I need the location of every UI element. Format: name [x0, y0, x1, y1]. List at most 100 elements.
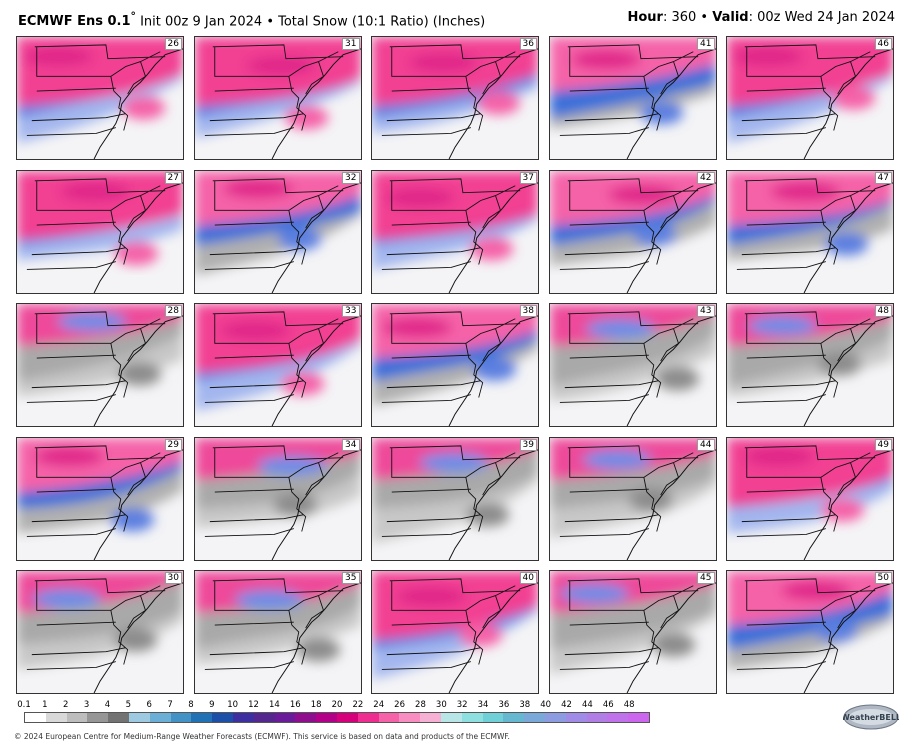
colorbar-swatch — [45, 713, 67, 722]
member-number-label: 48 — [874, 305, 892, 317]
member-number-label: 31 — [342, 38, 360, 50]
valid-info: Hour: 360 • Valid: 00z Wed 24 Jan 2024 — [627, 10, 895, 25]
ensemble-member-panel: 31 — [193, 36, 362, 160]
colorbar-tick-label: 30 — [435, 700, 447, 710]
member-number-label: 40 — [519, 572, 537, 584]
ensemble-member-panel: 27 — [16, 169, 184, 294]
colorbar-tick-label: 14 — [268, 700, 280, 710]
colorbar-swatch — [524, 713, 545, 722]
colorbar-tick-label: 34 — [477, 700, 489, 710]
colorbar-swatch — [274, 713, 296, 722]
colorbar-tick-label: 46 — [602, 700, 614, 710]
ensemble-member-panel: 38 — [371, 303, 539, 427]
colorbar-tick-label: 5 — [125, 700, 132, 710]
hour-label: Hour — [627, 10, 663, 25]
ensemble-member-panel: 34 — [193, 436, 362, 561]
colorbar-swatch — [399, 713, 421, 722]
snowfall-map — [372, 170, 538, 293]
model-name: ECMWF Ens 0.1 — [18, 14, 131, 30]
member-number-label: 32 — [342, 171, 360, 184]
colorbar-swatch — [191, 713, 213, 722]
member-number-label: 35 — [342, 572, 360, 584]
member-number-label: 47 — [874, 171, 892, 184]
colorbar-tick-label: 4 — [104, 700, 111, 710]
member-number-label: 38 — [519, 305, 537, 317]
member-number-label: 34 — [342, 438, 360, 451]
snowfall-map — [549, 304, 716, 426]
ensemble-member-panel: 40 — [371, 570, 539, 694]
ensemble-member-panel: 46 — [726, 36, 894, 160]
member-number-label: 36 — [519, 38, 537, 50]
ensemble-member-panel: 47 — [726, 169, 894, 294]
member-number-label: 27 — [164, 171, 182, 184]
snowfall-map — [17, 571, 183, 693]
ensemble-member-panel: 43 — [548, 303, 717, 427]
colorbar-swatch — [420, 713, 441, 722]
member-number-label: 29 — [164, 438, 182, 451]
colorbar-swatch — [316, 713, 337, 722]
ensemble-member-panel: 41 — [548, 36, 717, 160]
valid-separator: • — [700, 10, 709, 25]
ensemble-member-panel: 26 — [16, 36, 184, 160]
colorbar-swatch — [440, 713, 462, 722]
member-number-label: 50 — [874, 572, 892, 584]
snowfall-map — [17, 170, 183, 293]
ensemble-member-panel: 45 — [548, 570, 717, 694]
product-name: Total Snow (10:1 Ratio) (Inches) — [278, 14, 486, 30]
colorbar-tick-label: 26 — [394, 700, 406, 710]
colorbar-tick-label: 38 — [519, 700, 531, 710]
snow-colorbar — [24, 712, 650, 723]
snowfall-map — [17, 37, 183, 159]
colorbar-swatch — [149, 713, 171, 722]
ensemble-member-panel: 29 — [16, 436, 184, 561]
colorbar-tick-label: 3 — [83, 700, 90, 710]
snowfall-map — [17, 304, 183, 426]
member-number-label: 30 — [164, 572, 182, 584]
degree-symbol: ° — [130, 10, 136, 23]
valid-label: Valid — [712, 10, 749, 25]
colorbar-swatch — [128, 713, 150, 722]
ensemble-member-panel: 39 — [371, 436, 539, 561]
member-number-label: 44 — [697, 438, 715, 451]
colorbar-swatch — [295, 713, 317, 722]
colorbar-tick-label: 22 — [352, 700, 364, 710]
weatherbell-logo-icon: WeatherBELL — [843, 704, 899, 730]
snowfall-map — [372, 437, 538, 560]
colorbar-tick-label: 42 — [561, 700, 572, 710]
colorbar-swatch — [461, 713, 483, 722]
member-number-label: 33 — [342, 305, 360, 317]
ensemble-member-panel: 49 — [726, 436, 894, 561]
snowfall-map — [194, 170, 361, 293]
member-number-label: 43 — [697, 305, 715, 317]
colorbar-swatch — [586, 713, 608, 722]
colorbar-swatch — [357, 713, 379, 722]
snowfall-map — [194, 437, 361, 560]
colorbar-swatch — [253, 713, 275, 722]
ensemble-member-panel: 44 — [548, 436, 717, 561]
snowfall-map — [549, 170, 716, 293]
logo-text: WeatherBELL — [843, 713, 899, 722]
colorbar-tick-label: 40 — [540, 700, 552, 710]
ensemble-member-panel: 30 — [16, 570, 184, 694]
colorbar-swatch — [378, 713, 400, 722]
colorbar-swatch — [232, 713, 254, 722]
colorbar-tick-label: 12 — [248, 700, 259, 710]
colorbar-swatch — [87, 713, 109, 722]
colorbar-swatch — [628, 713, 649, 722]
colorbar-swatch — [482, 713, 504, 722]
snowfall-map — [194, 571, 361, 693]
colorbar-swatch — [108, 713, 129, 722]
member-number-label: 45 — [697, 572, 715, 584]
copyright-footer: © 2024 European Centre for Medium-Range … — [14, 732, 510, 741]
map-header: ECMWF Ens 0.1° Init 00z 9 Jan 2024 • Tot… — [0, 0, 913, 36]
snowfall-map — [549, 437, 716, 560]
colorbar-swatch — [607, 713, 629, 722]
hour-value: : 360 — [662, 10, 697, 25]
colorbar-swatch — [336, 713, 358, 722]
colorbar-tick-label: 16 — [289, 700, 301, 710]
member-number-label: 42 — [697, 171, 715, 184]
colorbar-tick-label: 20 — [331, 700, 343, 710]
valid-value: : 00z Wed 24 Jan 2024 — [748, 10, 895, 25]
snowfall-map — [372, 304, 538, 426]
ensemble-member-panel: 28 — [16, 303, 184, 427]
